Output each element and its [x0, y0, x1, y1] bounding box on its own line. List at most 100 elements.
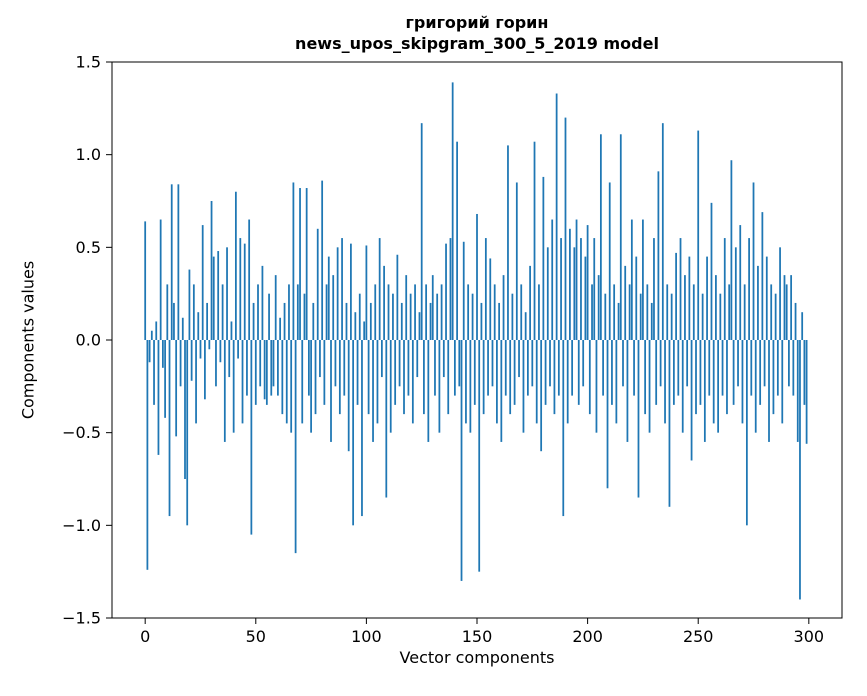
bar [394, 340, 397, 405]
bar [699, 340, 702, 405]
bar [593, 238, 596, 340]
bar [681, 340, 684, 433]
bar [374, 284, 377, 340]
bar [363, 321, 366, 340]
bar [361, 340, 363, 517]
bar [239, 238, 242, 340]
bar [188, 269, 191, 340]
bar [679, 238, 682, 340]
bar [611, 340, 613, 405]
x-tick-label: 150 [462, 627, 493, 646]
bar [781, 340, 784, 424]
bar [471, 293, 474, 340]
bar [770, 284, 773, 340]
bar [768, 340, 770, 442]
bar [442, 340, 445, 378]
bar [690, 340, 693, 461]
bar [323, 340, 326, 405]
bar [684, 275, 686, 340]
bar [321, 180, 324, 340]
bar [449, 238, 452, 340]
bar [790, 275, 793, 340]
bar [591, 284, 593, 340]
bar [462, 241, 465, 340]
bar [456, 141, 458, 340]
bar [445, 243, 447, 340]
bar [409, 293, 412, 340]
bar [423, 340, 425, 415]
bar [706, 256, 708, 340]
bar [730, 160, 733, 340]
bar [785, 284, 788, 340]
bar [206, 302, 209, 340]
bar [619, 134, 622, 340]
bar [672, 340, 675, 405]
bar [599, 134, 602, 340]
bar [350, 243, 352, 340]
bar [175, 340, 178, 437]
bar [469, 340, 472, 433]
bar [502, 275, 505, 340]
bar [283, 302, 286, 340]
x-tick-label: 100 [351, 627, 382, 646]
bar [223, 340, 226, 442]
bar [208, 340, 211, 350]
bar [487, 340, 489, 396]
bar [779, 247, 781, 340]
bar [354, 312, 357, 340]
bar [648, 340, 651, 433]
bar [597, 275, 600, 340]
x-tick-label: 300 [794, 627, 825, 646]
bar [310, 340, 312, 433]
bar [274, 275, 277, 340]
bar [695, 340, 697, 415]
bar [630, 219, 633, 340]
bar [703, 340, 706, 442]
bar [345, 302, 348, 340]
bar [659, 340, 662, 387]
bar [675, 252, 677, 340]
bar [549, 340, 551, 387]
bar [451, 82, 454, 340]
bar [518, 340, 520, 378]
bar [635, 256, 638, 340]
bar [544, 340, 547, 405]
bar [739, 225, 742, 340]
bar [529, 265, 531, 340]
bar [254, 340, 257, 405]
x-tick-label: 0 [140, 627, 150, 646]
bar [164, 340, 166, 418]
bar [555, 93, 558, 340]
bar [628, 284, 631, 340]
bar [732, 340, 735, 405]
bar [248, 219, 251, 340]
bar [458, 340, 461, 387]
bar [613, 284, 616, 340]
bar [509, 340, 512, 415]
bar [334, 340, 337, 387]
bar [715, 275, 717, 340]
bar [383, 265, 385, 340]
bar [411, 340, 414, 424]
bar [330, 340, 332, 442]
bar [473, 340, 476, 405]
bar [226, 247, 228, 340]
bar [347, 340, 350, 452]
bar [595, 340, 598, 433]
plot-border [111, 61, 843, 619]
bar [551, 219, 554, 340]
bar [622, 340, 624, 387]
bar [482, 340, 485, 415]
bar [566, 340, 569, 424]
bar [367, 340, 370, 415]
bar [604, 293, 607, 340]
bar [498, 302, 501, 340]
bar [748, 238, 750, 340]
bar [416, 340, 419, 378]
bar [535, 340, 538, 424]
bar [644, 340, 647, 415]
bar [484, 238, 487, 340]
bar [290, 340, 293, 433]
bar [717, 340, 720, 433]
bar [159, 219, 162, 340]
